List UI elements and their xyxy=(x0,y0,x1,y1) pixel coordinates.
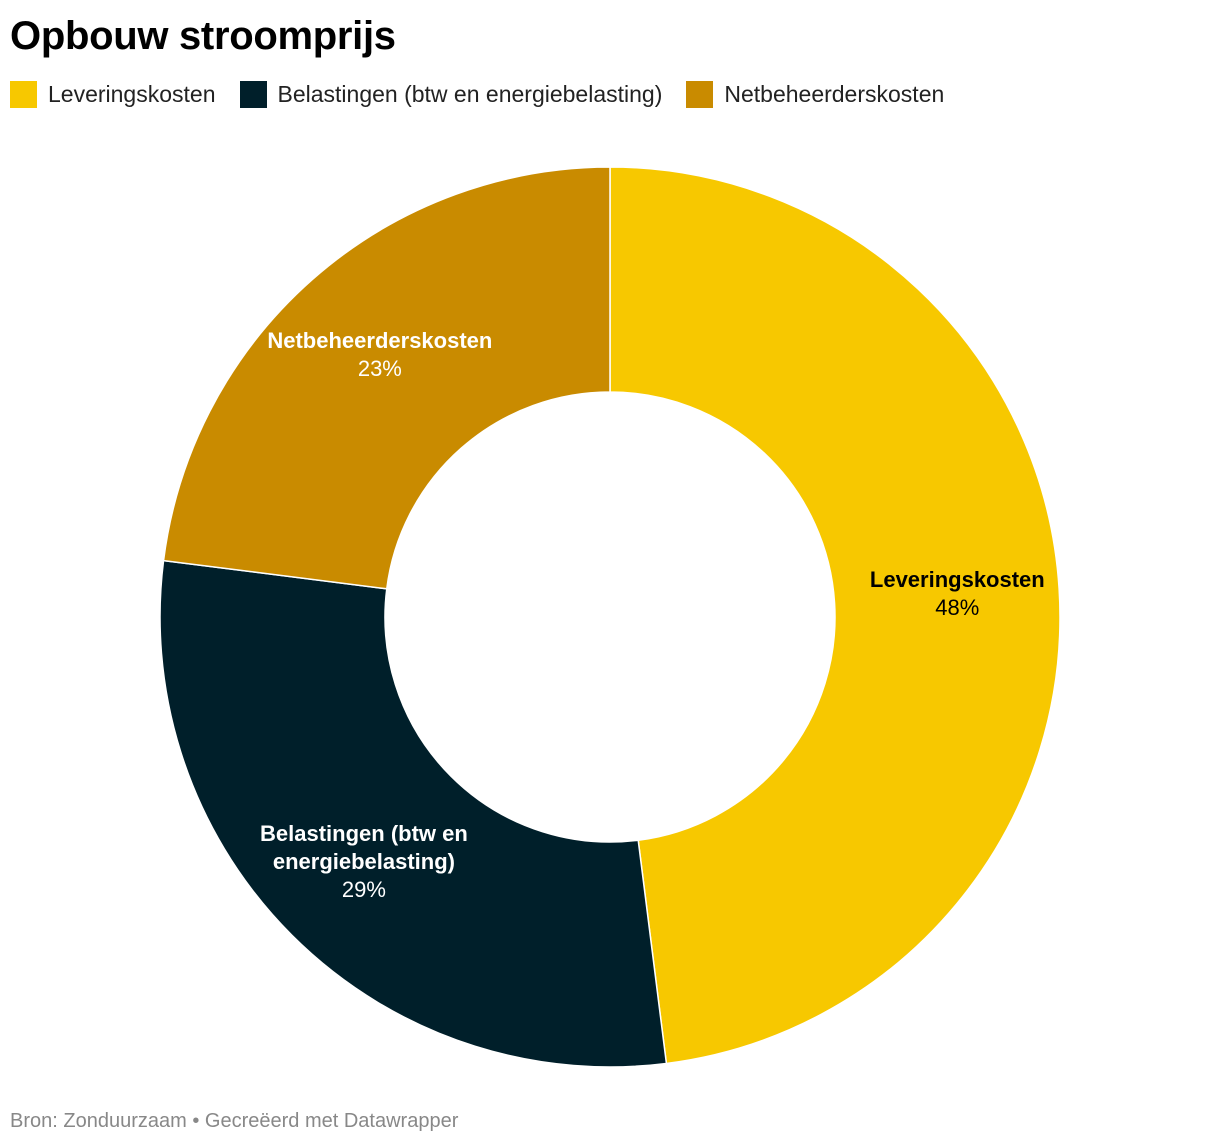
chart-footer: Bron: Zonduurzaam • Gecreëerd met Datawr… xyxy=(10,1108,458,1134)
slice-name-0-line-0: Leveringskosten xyxy=(870,567,1045,592)
slice-value-1: 29% xyxy=(342,877,386,902)
donut-slice-1[interactable] xyxy=(159,559,668,1068)
legend-item-netbeheerderskosten[interactable]: Netbeheerderskosten xyxy=(686,80,944,108)
legend-label-leveringskosten: Leveringskosten xyxy=(48,81,216,107)
slice-name-2-line-0: Netbeheerderskosten xyxy=(267,328,492,353)
donut-slice-0[interactable] xyxy=(609,166,1061,1065)
slice-value-0: 48% xyxy=(935,595,979,620)
legend-swatch-belastingen xyxy=(239,80,267,108)
legend-swatch-leveringskosten xyxy=(10,80,37,108)
legend-item-belastingen[interactable]: Belastingen (btw en energiebelasting) xyxy=(239,80,663,108)
source-label: Bron: xyxy=(10,1110,58,1132)
slice-name-1-line-0: Belastingen (btw en xyxy=(260,821,468,846)
slice-label-1: Belastingen (btw en energiebelasting) 29% xyxy=(260,821,468,902)
legend-label-belastingen: Belastingen (btw en energiebelasting) xyxy=(277,81,663,107)
slice-name-1-line-1: energiebelasting) xyxy=(273,849,455,874)
donut-slice-2[interactable] xyxy=(162,166,611,590)
chart-title: Opbouw stroomprijs xyxy=(10,14,396,58)
footer-separator: • xyxy=(192,1110,200,1132)
legend-swatch-netbeheerderskosten xyxy=(686,80,714,108)
legend-label-netbeheerderskosten: Netbeheerderskosten xyxy=(724,81,945,107)
legend-item-leveringskosten[interactable]: Leveringskosten xyxy=(10,80,216,108)
legend: Leveringskosten Belastingen (btw en ener… xyxy=(10,80,968,108)
slice-value-2: 23% xyxy=(358,356,402,381)
created-with[interactable]: Gecreëerd met Datawrapper xyxy=(204,1110,459,1132)
slice-label-0: Leveringskosten 48% xyxy=(870,567,1045,620)
slice-label-2: Netbeheerderskosten 23% xyxy=(267,328,492,381)
source-name[interactable]: Zonduurzaam xyxy=(63,1110,187,1132)
